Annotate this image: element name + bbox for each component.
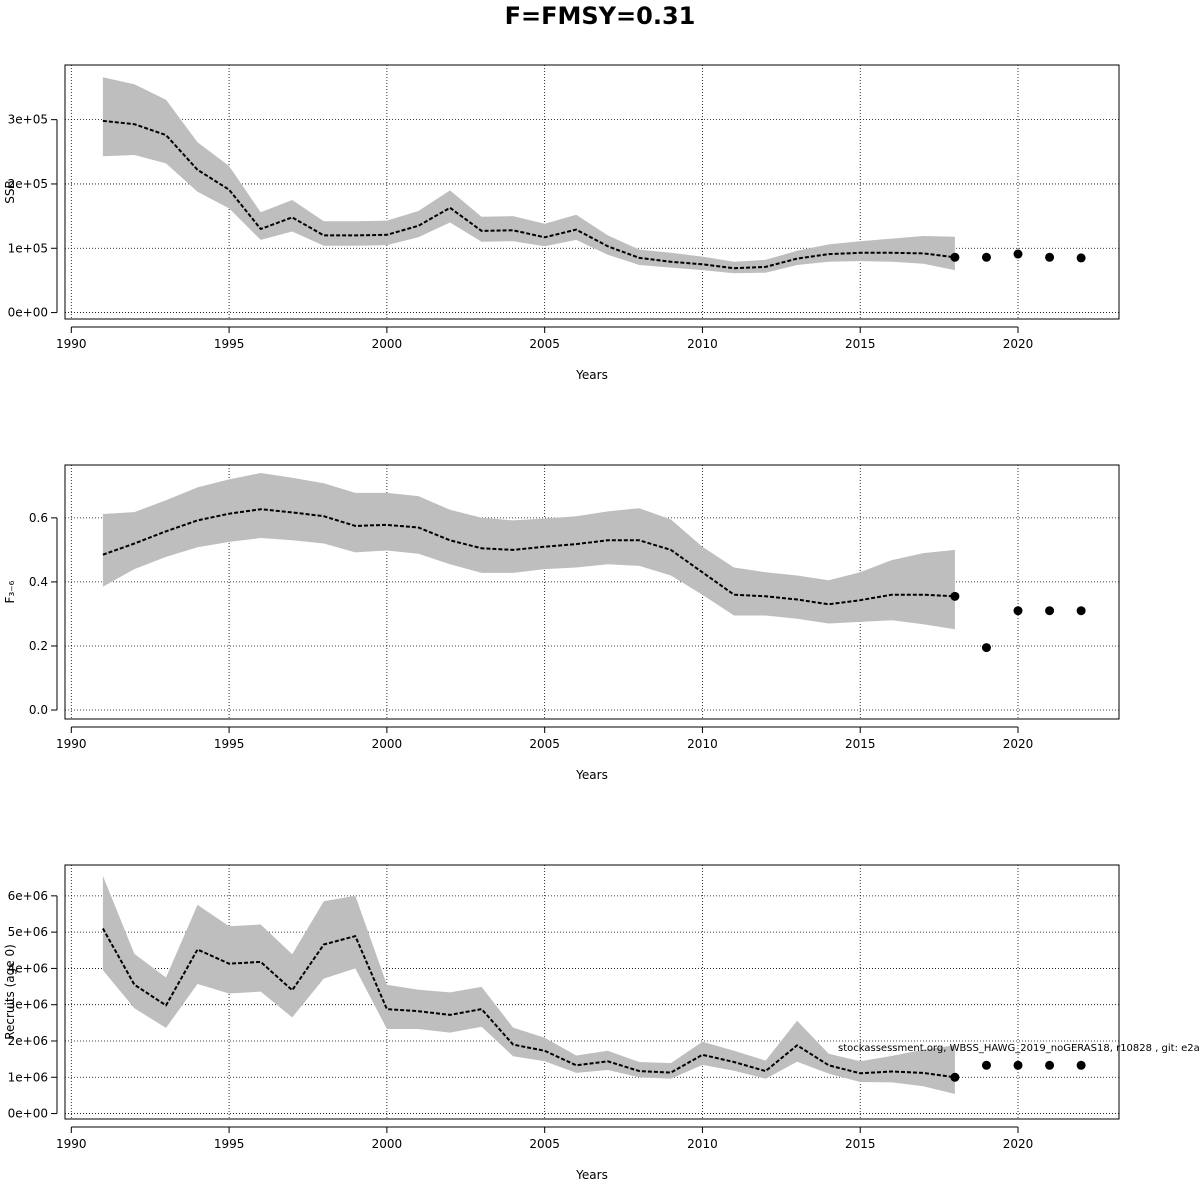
x-tick-label: 1995 — [214, 737, 245, 751]
footnote: stockassessment.org, WBSS_HAWG_2019_noGE… — [838, 1043, 1200, 1054]
y-tick-label: 0.2 — [29, 639, 48, 653]
projection-point — [1076, 253, 1086, 263]
projection-point — [950, 252, 960, 262]
x-tick-label: 2010 — [687, 737, 718, 751]
x-tick-label: 2000 — [372, 1137, 403, 1151]
estimate-line — [102, 508, 955, 606]
y-axis-title: SSB — [3, 180, 17, 203]
projection-point — [1045, 1060, 1055, 1070]
y-tick-label: 2e+06 — [8, 1034, 48, 1048]
y-tick-label: 1e+05 — [8, 241, 48, 255]
confidence-band — [102, 77, 955, 274]
page-title: F=FMSY=0.31 — [504, 2, 696, 30]
x-tick-label: 1990 — [56, 737, 87, 751]
plot-frame — [64, 64, 1120, 320]
y-tick-label: 0.4 — [29, 575, 48, 589]
ssb-panel: 1990 1995 2000 2005 2010 2015 2020 Years 0e+00 1e… — [3, 64, 1120, 382]
estimate-line — [102, 928, 956, 1079]
x-tick-label: 1995 — [214, 337, 245, 351]
projection-point — [1076, 1060, 1086, 1070]
x-tick-label: 1990 — [56, 337, 87, 351]
confidence-band — [102, 875, 955, 1094]
x-tick-label: 2015 — [845, 737, 876, 751]
projection-point — [981, 643, 991, 653]
x-tick-label: 2015 — [845, 337, 876, 351]
plot-frame — [64, 864, 1120, 1120]
projection-point — [1045, 606, 1055, 616]
x-tick-label: 2020 — [1003, 337, 1034, 351]
projection-point — [950, 1072, 960, 1082]
y-tick-label: 5e+06 — [8, 925, 48, 939]
y-axis-title: F₃₋₆ — [3, 580, 17, 603]
x-tick-label: 2005 — [529, 1137, 560, 1151]
projection-point — [1013, 1060, 1023, 1070]
x-tick-label: 1995 — [214, 1137, 245, 1151]
projection-point — [1045, 252, 1055, 262]
y-tick-label: 0e+00 — [8, 306, 48, 320]
y-tick-label: 3e+06 — [8, 998, 48, 1012]
y-tick-label: 1e+06 — [8, 1070, 48, 1084]
y-tick-label: 6e+06 — [8, 889, 48, 903]
x-axis-title: Years — [575, 1168, 608, 1182]
x-tick-label: 1990 — [56, 1137, 87, 1151]
x-tick-label: 2000 — [372, 737, 403, 751]
y-tick-label: 4e+06 — [8, 961, 48, 975]
y-tick-label: 2e+05 — [8, 177, 48, 191]
x-tick-label: 2015 — [845, 1137, 876, 1151]
projection-point — [950, 591, 960, 601]
projection-point — [981, 252, 991, 262]
x-tick-label: 2005 — [529, 337, 560, 351]
x-tick-label: 2005 — [529, 737, 560, 751]
projection-point — [1013, 606, 1023, 616]
x-tick-label: 2000 — [372, 337, 403, 351]
projection-point — [1013, 249, 1023, 259]
y-tick-label: 0.6 — [29, 511, 48, 525]
recruits-panel: 1990 1995 2000 2005 2010 2015 2020 Years 0e+00 1e… — [3, 864, 1120, 1182]
confidence-band — [102, 473, 955, 630]
x-tick-label: 2020 — [1003, 1137, 1034, 1151]
y-axis-title: Recruits (age 0) — [3, 944, 17, 1040]
x-axis-title: Years — [575, 368, 608, 382]
estimate-line — [102, 119, 956, 270]
y-tick-label: 3e+05 — [8, 113, 48, 127]
projection-point — [1076, 606, 1086, 616]
plot-frame — [64, 464, 1120, 720]
x-tick-label: 2010 — [687, 337, 718, 351]
y-tick-label: 0e+00 — [8, 1107, 48, 1121]
x-axis-title: Years — [575, 768, 608, 782]
fishing-mortality-panel: 1990 1995 2000 2005 2010 2015 2020 Years 0.0 0.2 0… — [3, 464, 1120, 782]
y-tick-label: 0.0 — [29, 703, 48, 717]
x-tick-label: 2020 — [1003, 737, 1034, 751]
projection-point — [981, 1060, 991, 1070]
x-tick-label: 2010 — [687, 1137, 718, 1151]
